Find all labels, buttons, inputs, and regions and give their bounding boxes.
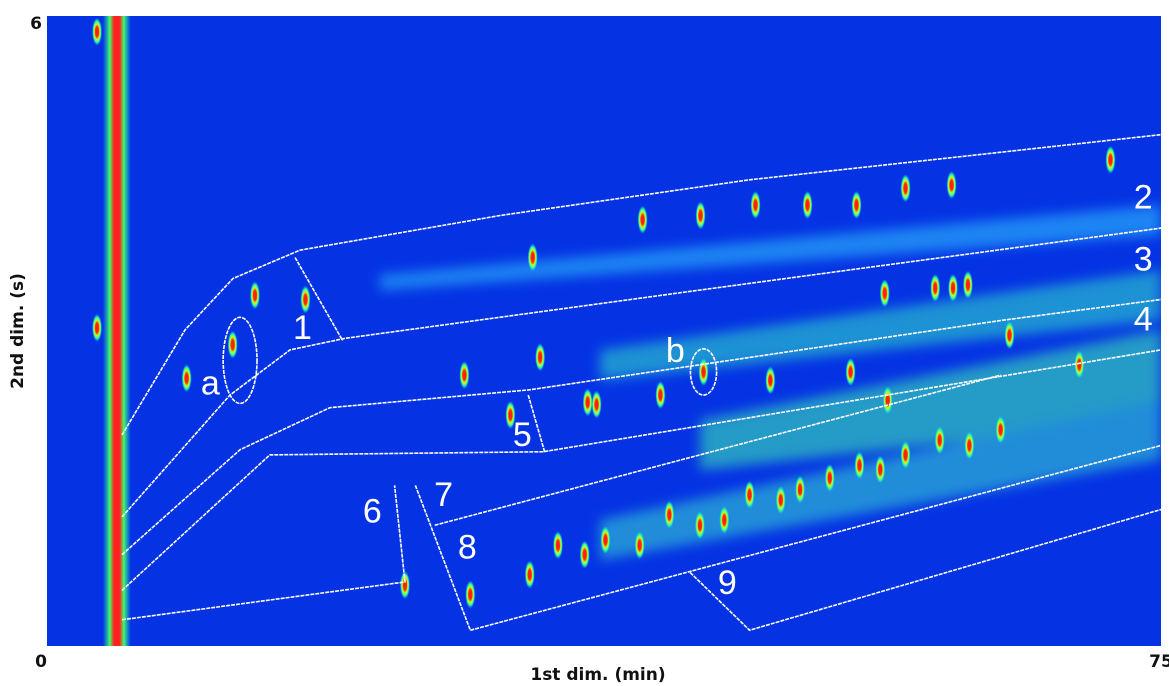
region-label: 2 (1134, 179, 1153, 217)
peak (825, 464, 835, 492)
peak (776, 486, 786, 514)
peak (964, 431, 974, 459)
region-label: a (201, 365, 220, 403)
peak (802, 191, 812, 219)
y-tick-label: 6 (30, 14, 42, 34)
peak (901, 174, 911, 202)
peak (930, 274, 940, 302)
peak (600, 526, 610, 554)
peak (182, 364, 192, 392)
region-label: b (666, 332, 685, 370)
peak (92, 314, 102, 342)
peak (1105, 146, 1115, 174)
peak (854, 451, 864, 479)
peak (947, 171, 957, 199)
peak (852, 191, 862, 219)
peak (535, 343, 545, 371)
peak (250, 281, 260, 309)
peak (638, 206, 648, 234)
peak (719, 506, 729, 534)
peak (699, 358, 709, 386)
peak (875, 456, 885, 484)
peak (592, 391, 602, 419)
peak (883, 386, 893, 414)
peak (583, 388, 593, 416)
peak (963, 271, 973, 299)
peak (580, 541, 590, 569)
peak (846, 358, 856, 386)
region-label: 8 (458, 528, 477, 566)
peak (751, 191, 761, 219)
peak (695, 511, 705, 539)
region-label: 3 (1134, 241, 1153, 279)
peak (996, 416, 1006, 444)
plot-area: 1 2 3 4 5 6 78 9 a b (47, 16, 1161, 646)
peak (765, 366, 775, 394)
region-label: 1 (293, 309, 312, 347)
peak (655, 381, 665, 409)
peak (795, 476, 805, 504)
region-label: 9 (718, 564, 737, 602)
peak (459, 361, 469, 389)
region-label: 6 (363, 493, 382, 531)
peak (948, 274, 958, 302)
peak (664, 501, 674, 529)
peak (935, 426, 945, 454)
peak (92, 18, 102, 46)
peak (525, 561, 535, 589)
peak (465, 581, 475, 609)
peak (696, 202, 706, 230)
peak (553, 531, 563, 559)
x-tick-label: 0 (35, 652, 47, 672)
region-label: 7 (434, 476, 453, 514)
region-label: 5 (513, 416, 532, 454)
peak (901, 441, 911, 469)
x-axis-label: 1st dim. (min) (530, 665, 665, 685)
peak (745, 481, 755, 509)
peak (528, 244, 538, 272)
peak (1004, 321, 1014, 349)
region-label: 4 (1134, 301, 1153, 339)
peak (635, 531, 645, 559)
peak (880, 279, 890, 307)
y-axis-label: 2nd dim. (s) (8, 273, 28, 389)
peak (228, 331, 238, 359)
chart: 123456789ab 1st dim. (min) 2nd dim. (s) … (0, 0, 1169, 686)
x-tick-label: 75 (1149, 652, 1169, 672)
